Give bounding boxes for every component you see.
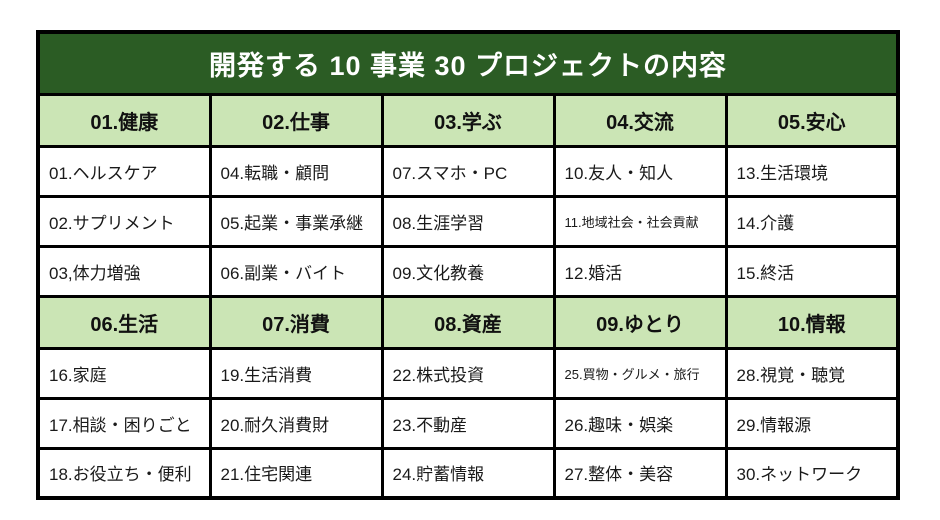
project-cell-28: 28.視覚・聴覚	[724, 346, 900, 400]
category-header-10-joho: 10.情報	[724, 294, 900, 350]
project-cell-08: 08.生涯学習	[380, 194, 556, 248]
table-row: 16.家庭 19.生活消費 22.株式投資 25.買物・グルメ・旅行 28.視覚…	[36, 346, 900, 400]
project-cell-17: 17.相談・困りごと	[36, 396, 212, 450]
project-cell-06: 06.副業・バイト	[208, 244, 384, 298]
projects-table: 開発する 10 事業 30 プロジェクトの内容 01.健康 02.仕事 03.学…	[36, 30, 900, 500]
category-row-2: 06.生活 07.消費 08.資産 09.ゆとり 10.情報	[36, 294, 900, 350]
project-cell-12: 12.婚活	[552, 244, 728, 298]
project-cell-13: 13.生活環境	[724, 144, 900, 198]
project-cell-03: 03,体力増強	[36, 244, 212, 298]
table-row: 03,体力増強 06.副業・バイト 09.文化教養 12.婚活 15.終活	[36, 244, 900, 298]
project-cell-02: 02.サプリメント	[36, 194, 212, 248]
category-header-06-seikatsu: 06.生活	[36, 294, 212, 350]
project-cell-19: 19.生活消費	[208, 346, 384, 400]
project-cell-29: 29.情報源	[724, 396, 900, 450]
title-row: 開発する 10 事業 30 プロジェクトの内容	[36, 30, 900, 96]
project-cell-15: 15.終活	[724, 244, 900, 298]
project-cell-23: 23.不動産	[380, 396, 556, 450]
project-cell-22: 22.株式投資	[380, 346, 556, 400]
table-row: 18.お役立ち・便利 21.住宅関連 24.貯蓄情報 27.整体・美容 30.ネ…	[36, 446, 900, 500]
project-cell-04: 04.転職・顧問	[208, 144, 384, 198]
project-cell-25: 25.買物・グルメ・旅行	[552, 346, 728, 400]
category-row-1: 01.健康 02.仕事 03.学ぶ 04.交流 05.安心	[36, 92, 900, 148]
table-row: 17.相談・困りごと 20.耐久消費財 23.不動産 26.趣味・娯楽 29.情…	[36, 396, 900, 450]
category-header-07-shohi: 07.消費	[208, 294, 384, 350]
project-cell-10: 10.友人・知人	[552, 144, 728, 198]
category-header-09-yutori: 09.ゆとり	[552, 294, 728, 350]
project-cell-16: 16.家庭	[36, 346, 212, 400]
project-cell-07: 07.スマホ・PC	[380, 144, 556, 198]
table-title: 開発する 10 事業 30 プロジェクトの内容	[36, 30, 900, 96]
project-cell-24: 24.貯蓄情報	[380, 446, 556, 500]
category-header-05-anshin: 05.安心	[724, 92, 900, 148]
category-header-02-shigoto: 02.仕事	[208, 92, 384, 148]
project-cell-26: 26.趣味・娯楽	[552, 396, 728, 450]
category-header-08-shisan: 08.資産	[380, 294, 556, 350]
table-row: 02.サプリメント 05.起業・事業承継 08.生涯学習 11.地域社会・社会貢…	[36, 194, 900, 248]
project-cell-14: 14.介護	[724, 194, 900, 248]
project-cell-21: 21.住宅関連	[208, 446, 384, 500]
category-header-01-kenko: 01.健康	[36, 92, 212, 148]
project-cell-11: 11.地域社会・社会貢献	[552, 194, 728, 248]
category-header-03-manabu: 03.学ぶ	[380, 92, 556, 148]
project-cell-27: 27.整体・美容	[552, 446, 728, 500]
table-row: 01.ヘルスケア 04.転職・顧問 07.スマホ・PC 10.友人・知人 13.…	[36, 144, 900, 198]
category-header-04-koryu: 04.交流	[552, 92, 728, 148]
project-cell-20: 20.耐久消費財	[208, 396, 384, 450]
project-cell-01: 01.ヘルスケア	[36, 144, 212, 198]
project-cell-09: 09.文化教養	[380, 244, 556, 298]
project-cell-05: 05.起業・事業承継	[208, 194, 384, 248]
project-cell-18: 18.お役立ち・便利	[36, 446, 212, 500]
project-cell-30: 30.ネットワーク	[724, 446, 900, 500]
